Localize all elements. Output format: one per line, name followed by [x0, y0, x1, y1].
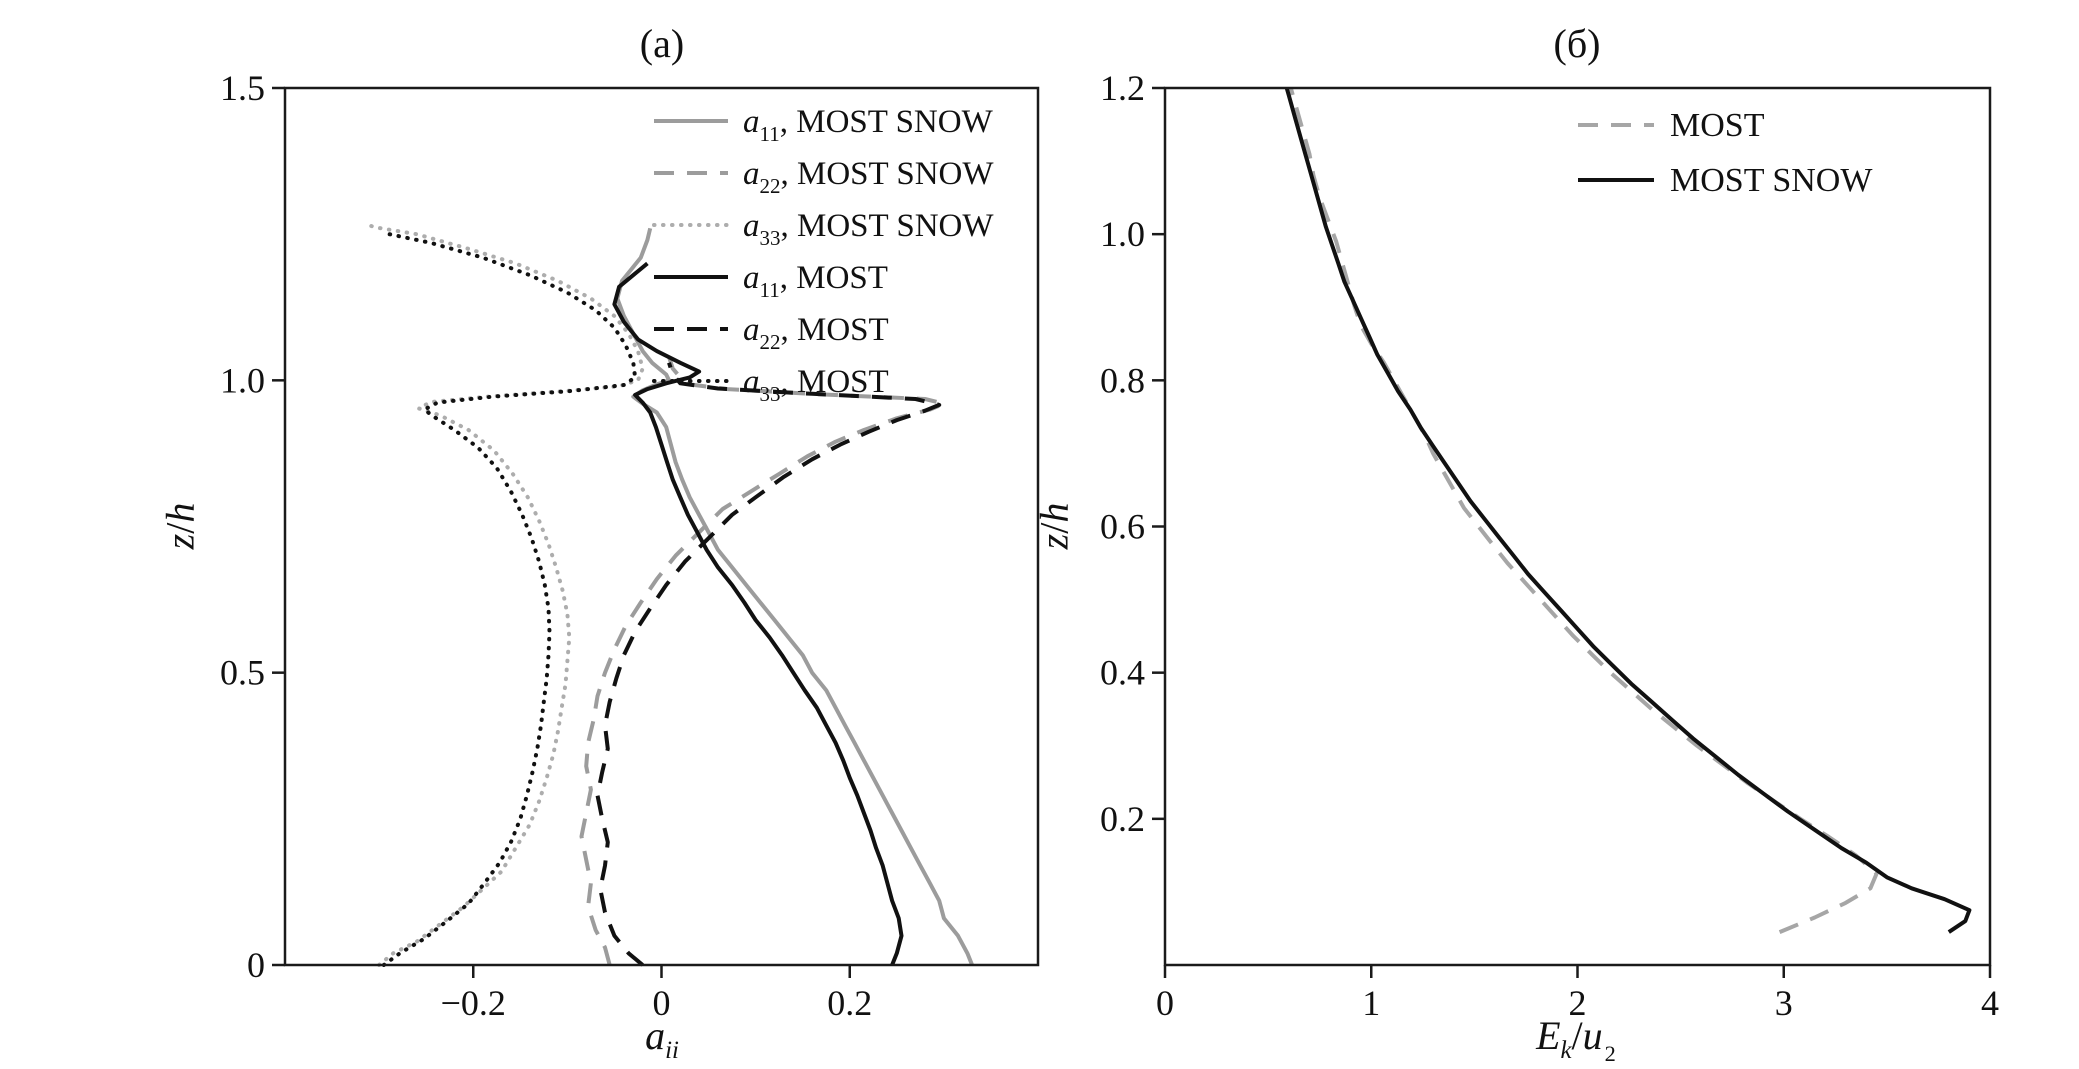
x-tick-label: 2 — [1569, 983, 1587, 1023]
legend: MOST MOST SNOW — [1578, 107, 1873, 199]
series-a11-most — [612, 261, 904, 966]
panel-a-y-axis-label: z/h — [157, 502, 203, 550]
y-tick-label: 1.0 — [1100, 214, 1145, 254]
y-tick-label: 1.2 — [1100, 68, 1145, 108]
x-tick-label: −0.2 — [441, 983, 506, 1023]
panel-a-title: (a) — [639, 21, 685, 66]
x-tick-label: 0 — [1156, 983, 1174, 1023]
legend-label-ek-most: MOST — [1670, 107, 1765, 144]
series-a22-most-snow — [579, 356, 946, 966]
panel-a: −0.2 0 0.2 0 0.5 1.0 1.5 a11, MOST SNOW a22, MOS… — [220, 68, 1040, 1023]
series-a33-most — [381, 231, 638, 967]
legend-label-a22-most-snow: a22, MOST SNOW — [743, 156, 994, 198]
y-tick-label: 0 — [247, 945, 265, 985]
panel-b: 0 1 2 3 4 0.2 0.4 0.6 0.8 1.0 1.2 MOST MOST SNOW — [1100, 68, 1999, 1023]
x-tick-label: 3 — [1775, 983, 1793, 1023]
y-tick-label: 0.8 — [1100, 360, 1145, 400]
legend-label-a22-most: a22, MOST — [743, 312, 889, 354]
x-tick-label: 1 — [1362, 983, 1380, 1023]
series-group — [363, 221, 974, 967]
series-ek-most — [1288, 87, 1879, 934]
y-tick-label: 1.0 — [220, 360, 265, 400]
panel-a-x-axis-label: aii — [645, 1013, 679, 1064]
series-ek-most-snow — [1284, 87, 1972, 934]
legend-label-a33-most: a33, MOST — [743, 364, 889, 406]
panel-b-x-axis-label: Ek/u2∗ — [1536, 1012, 1618, 1069]
legend-label-ek-most-snow: MOST SNOW — [1670, 162, 1873, 199]
y-tick-label: 1.5 — [220, 68, 265, 108]
series-a11-most-snow — [615, 227, 974, 966]
x-tick-label: 0.2 — [827, 983, 872, 1023]
panel-b-title: (б) — [1553, 21, 1601, 66]
legend-label-a11-most: a11, MOST — [743, 260, 888, 302]
series-group — [1284, 87, 1972, 934]
legend: a11, MOST SNOW a22, MOST SNOW a33, MOST SN… — [652, 104, 994, 406]
series-a33-most-snow — [363, 221, 645, 967]
legend-label-a11-most-snow: a11, MOST SNOW — [743, 104, 994, 146]
panel-b-y-axis-label: z/h — [1031, 502, 1077, 550]
x-tick-label: 4 — [1981, 983, 1999, 1023]
y-tick-label: 0.5 — [220, 653, 265, 693]
series-a22-most — [595, 362, 942, 967]
axes-box — [1163, 86, 1992, 967]
y-tick-label: 0.6 — [1100, 507, 1145, 547]
stacked-exponent: 2∗ — [1603, 1041, 1618, 1069]
y-tick-label: 0.2 — [1100, 799, 1145, 839]
y-tick-label: 0.4 — [1100, 653, 1145, 693]
legend-label-a33-most-snow: a33, MOST SNOW — [743, 208, 994, 250]
x-tick-label: 0 — [653, 983, 671, 1023]
